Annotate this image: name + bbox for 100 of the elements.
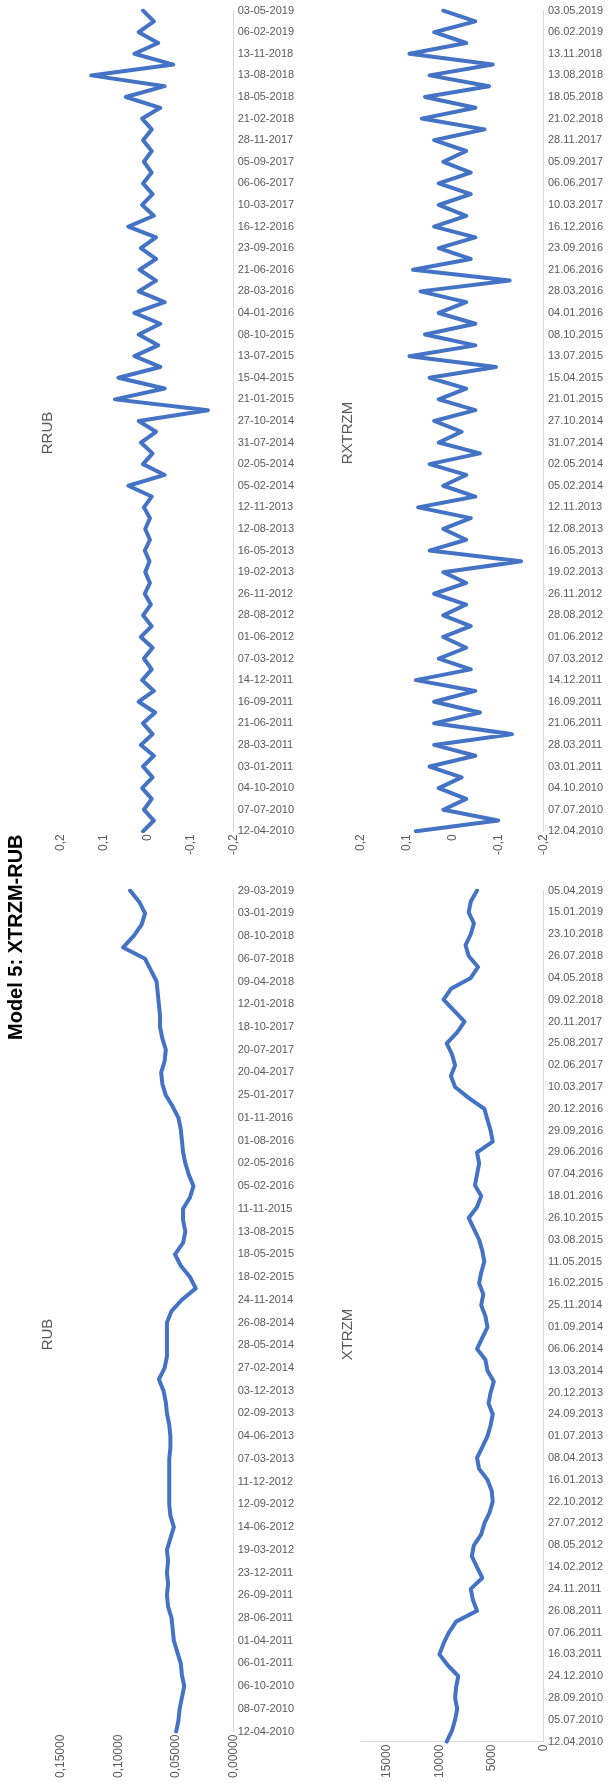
y-tick-label: 12-09-2012 <box>237 1497 295 1510</box>
y-tick-label: 06.06.2014 <box>547 1341 604 1354</box>
y-tick-label: 28-11-2017 <box>237 133 294 146</box>
y-tick-label: 21-01-2015 <box>237 392 295 405</box>
y-tick-label: 21.06.2016 <box>547 262 604 275</box>
y-tick-label: 28.11.2017 <box>547 133 603 146</box>
y-tick-label: 28-03-2011 <box>237 737 294 750</box>
y-tick-label: 24.12.2010 <box>547 1669 604 1682</box>
y-tick-label: 07.04.2016 <box>547 1167 604 1180</box>
y-tick-label: 13.03.2014 <box>547 1363 604 1376</box>
y-tick-label: 05-02-2016 <box>237 1179 295 1192</box>
y-tick-label: 04.05.2018 <box>547 970 604 983</box>
y-tick-label: 06.06.2017 <box>547 176 604 189</box>
x-tick-label: 0,1 <box>399 834 414 852</box>
y-tick-label: 11-11-2015 <box>237 1201 293 1214</box>
y-tick-label: 26.07.2018 <box>547 949 604 962</box>
y-tick-label: 26-08-2014 <box>237 1315 295 1328</box>
y-tick-label: 14.02.2012 <box>547 1560 604 1573</box>
y-tick-label: 12-08-2013 <box>237 521 295 534</box>
y-tick-label: 03.05.2019 <box>547 3 604 16</box>
y-tick-label: 06-10-2010 <box>237 1679 295 1692</box>
y-tick-label: 31.07.2014 <box>547 435 604 448</box>
x-tick-label: -0,1 <box>182 834 197 856</box>
y-tick-label: 23-09-2016 <box>237 241 295 254</box>
y-tick-label: 29.06.2016 <box>547 1145 604 1158</box>
y-tick-label: 16.12.2016 <box>547 219 604 232</box>
y-tick-label: 22.10.2012 <box>547 1494 604 1507</box>
y-tick-label: 25-01-2017 <box>237 1088 295 1101</box>
y-tick-label: 31-07-2014 <box>237 435 295 448</box>
y-tick-label: 08-07-2010 <box>237 1701 295 1714</box>
y-tick-label: 05.02.2014 <box>547 478 604 491</box>
y-tick-label: 23.10.2018 <box>547 927 604 940</box>
y-tick-label: 21.06.2011 <box>547 716 603 729</box>
y-tick-label: 20.12.2013 <box>547 1385 604 1398</box>
x-tick-label: -0,2 <box>536 834 551 856</box>
y-tick-label: 03-01-2011 <box>237 759 294 772</box>
y-tick-label: 14-06-2012 <box>237 1520 295 1533</box>
y-tick-label: 28.03.2011 <box>547 737 603 750</box>
y-tick-label: 05.07.2010 <box>547 1712 604 1725</box>
y-tick-label: 01-08-2016 <box>237 1133 295 1146</box>
y-tick-label: 08.10.2015 <box>547 327 604 340</box>
y-tick-label: 07-07-2010 <box>237 802 295 815</box>
y-tick-label: 03.01.2011 <box>547 759 603 772</box>
y-tick-label: 20-04-2017 <box>237 1065 295 1078</box>
y-tick-label: 28.03.2016 <box>547 284 604 297</box>
y-tick-label: 24-11-2014 <box>237 1292 294 1305</box>
y-tick-label: 01.07.2013 <box>547 1429 604 1442</box>
y-tick-label: 13.08.2018 <box>547 68 604 81</box>
x-tick-label: 5000 <box>483 1744 498 1772</box>
y-tick-label: 21.01.2015 <box>547 392 604 405</box>
y-tick-label: 08-10-2018 <box>237 929 295 942</box>
y-tick-label: 20.11.2017 <box>547 1014 603 1027</box>
text: XTRZM <box>338 1308 356 1361</box>
y-tick-label: 06-06-2017 <box>237 176 295 189</box>
y-tick-label: 16.03.2011 <box>547 1647 603 1660</box>
y-tick-label: 27.10.2014 <box>547 413 604 426</box>
x-tick-label: -0,2 <box>226 834 241 856</box>
y-tick-label: 13.11.2018 <box>547 46 603 59</box>
y-tick-label: 23.09.2016 <box>547 241 604 254</box>
y-tick-label: 16.02.2015 <box>547 1276 604 1289</box>
y-tick-label: 15-04-2015 <box>237 370 295 383</box>
y-tick-label: 06-07-2018 <box>237 951 295 964</box>
y-tick-label: 26.11.2012 <box>547 586 603 599</box>
y-tick-label: 10.03.2017 <box>547 198 604 211</box>
x-tick-label: 0,10000 <box>110 1734 125 1779</box>
y-tick-label: 04-10-2010 <box>237 781 295 794</box>
y-tick-label: 12-11-2013 <box>237 500 294 513</box>
y-tick-label: 03-01-2019 <box>237 906 295 919</box>
y-tick-label: 04.10.2010 <box>547 781 604 794</box>
y-tick-label: 09.02.2018 <box>547 992 604 1005</box>
y-tick-label: 16-05-2013 <box>237 543 295 556</box>
y-tick-label: 21-06-2016 <box>237 262 295 275</box>
y-tick-label: 14.12.2011 <box>547 673 603 686</box>
y-tick-label: 12.08.2013 <box>547 521 604 534</box>
text: RXTRZM <box>338 401 356 465</box>
y-tick-label: 18-05-2018 <box>237 90 295 103</box>
x-tick-label: 0,2 <box>53 834 68 852</box>
y-tick-label: 18.01.2016 <box>547 1189 604 1202</box>
x-tick-label: 10000 <box>431 1744 446 1779</box>
y-tick-label: 04.01.2016 <box>547 306 604 318</box>
y-tick-label: 12-04-2010 <box>237 1724 295 1737</box>
y-tick-label: 08.05.2012 <box>547 1538 604 1551</box>
y-tick-label: 25.08.2017 <box>547 1036 604 1049</box>
x-tick-label: 0 <box>139 834 154 842</box>
y-tick-label: 10-03-2017 <box>237 198 295 211</box>
y-tick-label: 08.04.2013 <box>547 1450 604 1463</box>
y-tick-label: 26.10.2015 <box>547 1210 604 1223</box>
text: RUB <box>38 1318 56 1351</box>
y-tick-label: 01-04-2011 <box>237 1633 294 1646</box>
y-tick-label: 26-09-2011 <box>237 1588 294 1601</box>
x-tick-label: 0,2 <box>353 834 368 852</box>
y-tick-label: 07-03-2013 <box>237 1451 295 1464</box>
y-tick-label: 18.05.2018 <box>547 90 604 103</box>
y-tick-label: 11-12-2012 <box>237 1474 294 1487</box>
y-tick-label: 21-06-2011 <box>237 716 294 729</box>
y-tick-label: 01.06.2012 <box>547 629 604 642</box>
y-tick-label: 19-02-2013 <box>237 565 295 578</box>
y-tick-label: 19-03-2012 <box>237 1542 295 1555</box>
y-tick-label: 07.07.2010 <box>547 802 604 815</box>
y-tick-label: 16.01.2013 <box>547 1472 604 1485</box>
